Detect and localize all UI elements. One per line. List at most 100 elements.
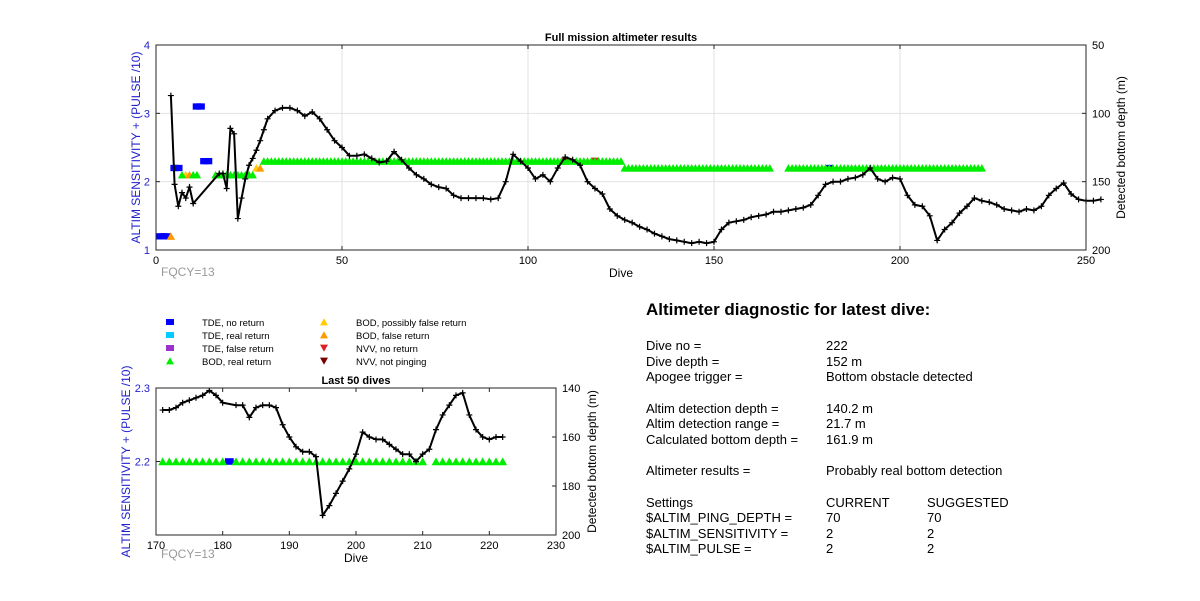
setting-row-sensitivity: $ALTIM_SENSITIVITY = 2 2 [646, 526, 1186, 542]
bottom-depth-point [175, 203, 182, 210]
bottom-depth-point [299, 448, 306, 455]
bottom-depth-point [326, 502, 333, 509]
bottom-depth-point [510, 151, 517, 158]
bottom-depth-point [346, 152, 353, 159]
bottom-depth-point [1045, 192, 1052, 199]
bottom-depth-point [800, 204, 807, 211]
bottom-depth-point [591, 185, 598, 192]
bod-real-return-marker [458, 457, 468, 466]
bod-real-return-marker [158, 457, 168, 466]
bottom-depth-point [777, 208, 784, 215]
bod-real-return-marker [244, 457, 254, 466]
bod-real-return-marker [298, 457, 308, 466]
x-tick-label: 180 [213, 540, 231, 552]
bottom-depth-point [480, 195, 487, 202]
bottom-depth-point [446, 402, 453, 409]
bottom-depth-point [333, 490, 339, 497]
bod-real-return-marker [616, 157, 626, 165]
x-tick-label: 170 [147, 540, 165, 552]
bottom-depth-point [666, 236, 673, 243]
chart-title: Last 50 dives [321, 375, 390, 387]
bod-real-return-marker [251, 457, 261, 466]
bottom-depth-point [413, 458, 419, 465]
bottom-depth-point [696, 238, 703, 245]
bottom-depth-point [525, 165, 531, 171]
bod-real-return-marker [491, 457, 501, 466]
bod-real-return-marker [464, 457, 474, 466]
legend-label: BOD, real return [202, 357, 271, 368]
bottom-depth-point [934, 237, 941, 244]
tde-no-return-marker [203, 158, 213, 165]
y-tick-label: 4 [144, 40, 150, 52]
bottom-depth-point [621, 216, 628, 223]
bottom-depth-point [319, 512, 326, 519]
bod-real-return-marker [391, 457, 401, 466]
bottom-depth-point [219, 170, 226, 177]
diag-value: Probably real bottom detection [826, 463, 1003, 478]
tde-no-return-marker [162, 233, 172, 240]
bod-real-return-marker [278, 457, 288, 466]
bottom-depth-point [259, 402, 266, 409]
bottom-depth-point [286, 104, 293, 111]
bottom-depth-point [428, 181, 435, 188]
nvv-not-pinging-legend-marker [320, 357, 328, 365]
bod-real-return-marker [384, 457, 394, 466]
bottom-depth-point [316, 115, 323, 122]
bottom-depth-point [755, 212, 762, 219]
x-tick-label: 230 [547, 540, 565, 552]
bod-real-return-marker [192, 170, 202, 179]
bottom-depth-point [569, 156, 576, 163]
bottom-depth-point [547, 178, 554, 185]
setting-label: $ALTIM_SENSITIVITY = [646, 525, 789, 541]
bottom-depth-point [190, 200, 197, 207]
setting-label: $ALTIM_PING_DEPTH = [646, 510, 793, 525]
bottom-depth-point [179, 399, 186, 406]
y-tick-label: 1 [144, 245, 150, 257]
diag-value: 21.7 m [826, 416, 866, 431]
bod-real-return-marker [318, 457, 328, 466]
bottom-depth-point [785, 207, 792, 214]
bottom-depth-point [246, 162, 252, 169]
bottom-depth-point [770, 208, 777, 215]
bod-real-return-marker [351, 457, 361, 466]
y2-tick-label: 100 [1092, 108, 1110, 120]
x-axis-label: Dive [609, 266, 633, 280]
bottom-depth-point [1075, 196, 1082, 203]
plot-area [156, 45, 1086, 250]
bottom-depth-point [1090, 197, 1097, 204]
y2-tick-label: 50 [1092, 40, 1104, 52]
bottom-depth-point [926, 212, 933, 219]
diag-value: 161.9 m [826, 431, 873, 447]
bottom-depth-point [993, 201, 1000, 208]
bottom-depth-point [941, 226, 948, 233]
bod-real-return-marker [478, 457, 488, 466]
y-tick-label: 2.2 [135, 457, 150, 469]
bottom-depth-point [487, 196, 494, 203]
bottom-depth-point [246, 414, 253, 421]
diag-label: Altimeter results = [646, 463, 751, 478]
bottom-depth-point [234, 215, 241, 222]
bottom-depth-point [301, 113, 308, 120]
bottom-depth-point [361, 151, 368, 158]
x-tick-label: 200 [347, 540, 365, 552]
bottom-depth-point [219, 399, 226, 406]
bottom-depth-point [257, 137, 264, 144]
nvv-no-return-legend-marker [320, 344, 328, 352]
bottom-depth-point [629, 219, 636, 226]
bod-real-return-marker [198, 457, 208, 466]
bottom-depth-point [554, 165, 561, 171]
bottom-depth-point [499, 434, 506, 440]
bottom-depth-point [636, 223, 643, 230]
diagnostic-panel: Altimeter diagnostic for latest dive: Di… [646, 300, 1186, 557]
legend-label: TDE, real return [202, 331, 270, 342]
bottom-depth-point [718, 226, 725, 233]
bottom-depth-point [815, 192, 822, 199]
bottom-depth-point [1023, 206, 1030, 212]
bottom-depth-point [273, 404, 279, 411]
bod-real-return-marker [398, 457, 408, 466]
bottom-depth-point [807, 201, 814, 208]
bottom-depth-point [383, 158, 390, 165]
bottom-depth-point [435, 184, 442, 191]
bottom-depth-point [1068, 190, 1075, 197]
